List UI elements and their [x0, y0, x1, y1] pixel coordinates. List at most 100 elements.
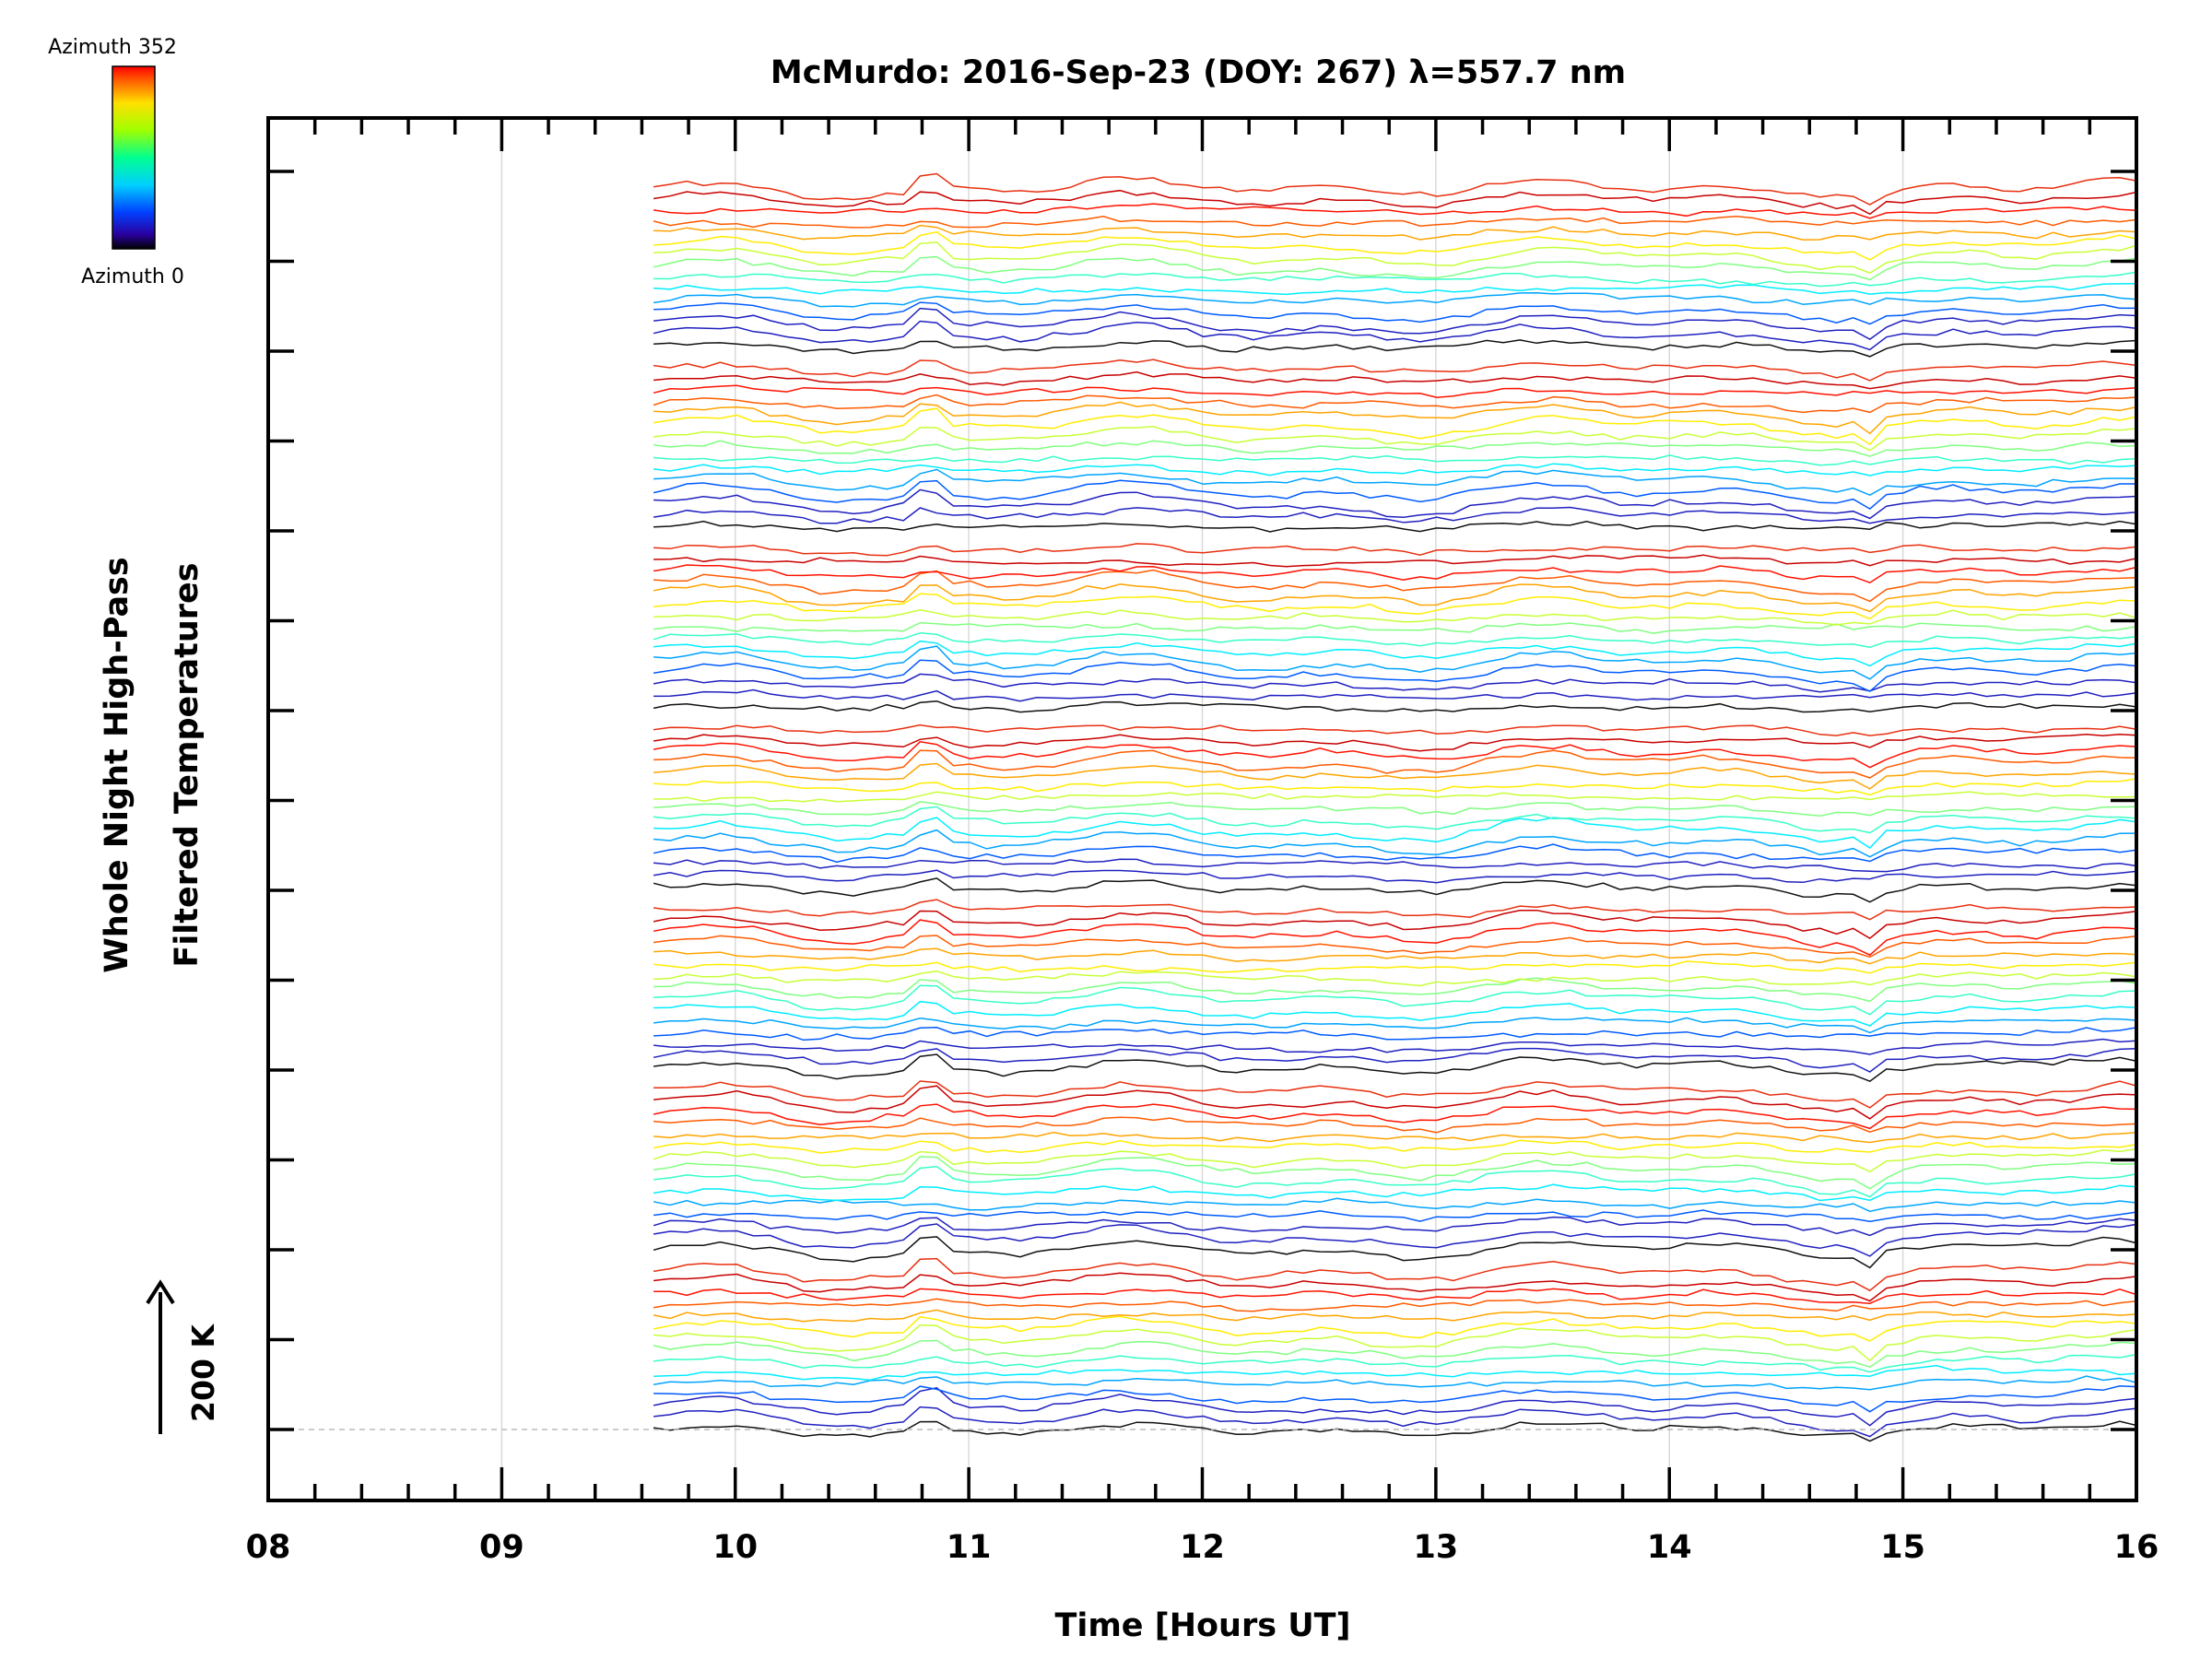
trace-line — [653, 640, 2136, 667]
trace-line — [653, 1131, 2136, 1144]
trace-line — [653, 977, 2136, 1003]
trace-line — [653, 520, 2136, 533]
x-tick-label: 11 — [947, 1529, 992, 1566]
trace-line — [653, 935, 2136, 959]
trace-line — [653, 1315, 2136, 1342]
colorbar — [112, 65, 156, 250]
trace-line — [653, 843, 2136, 864]
trace-line — [653, 829, 2136, 858]
x-tick-label: 16 — [2114, 1529, 2159, 1566]
ticks — [266, 118, 2138, 1500]
trace-line — [653, 1080, 2136, 1109]
trace-line — [653, 1165, 2136, 1198]
trace-line — [653, 271, 2136, 288]
trace-line — [653, 241, 2136, 275]
x-tick-label: 12 — [1180, 1529, 1225, 1566]
trace-line — [653, 817, 2136, 849]
trace-line — [653, 203, 2136, 219]
trace-line — [653, 401, 2136, 435]
trace-line — [653, 255, 2136, 281]
trace-line — [653, 339, 2136, 358]
trace-line — [653, 468, 2136, 497]
x-tick-label: 09 — [479, 1529, 524, 1566]
trace-line — [653, 359, 2136, 382]
trace-line — [653, 762, 2136, 790]
trace-line — [653, 1364, 2136, 1382]
trace-line — [653, 283, 2136, 296]
trace-line — [653, 224, 2136, 241]
colorbar-bottom-label: Azimuth 0 — [81, 265, 184, 288]
trace-line — [653, 688, 2136, 702]
trace-line — [653, 1223, 2136, 1257]
trace-line — [653, 1216, 2136, 1237]
trace-line — [653, 749, 2136, 779]
trace-line — [653, 479, 2136, 511]
trace-line — [653, 1406, 2136, 1438]
trace-line — [653, 673, 2136, 693]
trace-line — [653, 801, 2136, 818]
trace-line — [653, 1085, 2136, 1120]
trace-line — [653, 189, 2136, 216]
trace-line — [653, 960, 2136, 974]
trace-line — [653, 216, 2136, 229]
trace-line — [653, 1000, 2136, 1027]
trace-line — [653, 488, 2136, 520]
trace-line — [653, 1309, 2136, 1323]
trace-line — [653, 1353, 2136, 1373]
trace-line — [653, 463, 2136, 477]
trace-line — [653, 1257, 2136, 1292]
trace-line — [653, 291, 2136, 308]
trace-line — [653, 724, 2136, 736]
trace-line — [653, 1375, 2136, 1391]
trace-line — [653, 1272, 2136, 1302]
trace-line — [653, 1156, 2136, 1190]
traces — [653, 172, 2136, 1442]
trace-line — [653, 1038, 2136, 1055]
trace-line — [653, 1197, 2136, 1213]
x-axis-label: Time [Hours UT] — [1054, 1607, 1350, 1644]
trace-line — [653, 1386, 2136, 1427]
trace-line — [653, 301, 2136, 325]
trace-line — [653, 554, 2136, 568]
chart-title: McMurdo: 2016-Sep-23 (DOY: 267) λ=557.7 … — [771, 54, 1626, 91]
trace-line — [653, 970, 2136, 987]
trace-line — [653, 1147, 2136, 1173]
trace-line — [653, 320, 2136, 351]
scale-bar: 200 K — [146, 1279, 221, 1434]
trace-line — [653, 1027, 2136, 1041]
trace-line — [653, 440, 2136, 457]
trace-line — [653, 1017, 2136, 1034]
trace-line — [653, 1324, 2136, 1362]
trace-line — [653, 1047, 2136, 1073]
trace-line — [653, 407, 2136, 446]
x-tick-label: 15 — [1880, 1529, 1925, 1566]
trace-line — [653, 569, 2136, 603]
trace-line — [653, 984, 2136, 1016]
trace-line — [653, 609, 2136, 626]
x-tick-label: 10 — [712, 1529, 758, 1566]
trace-line — [653, 230, 2136, 261]
trace-line — [653, 1139, 2136, 1154]
trace-line — [653, 621, 2136, 634]
trace-line — [653, 1053, 2136, 1083]
trace-line — [653, 1298, 2136, 1312]
trace-line — [653, 564, 2136, 584]
trace-line — [653, 506, 2136, 524]
trace-line — [653, 593, 2136, 620]
trace-line — [653, 919, 2136, 957]
trace-line — [653, 700, 2136, 713]
trace-line — [653, 947, 2136, 965]
trace-line — [653, 899, 2136, 921]
colorbar-top-label: Azimuth 352 — [48, 36, 177, 59]
trace-line — [653, 806, 2136, 834]
trace-line — [653, 394, 2136, 414]
trace-line — [653, 1420, 2136, 1442]
x-tick-labels: 08 09 10 11 12 13 14 15 16 — [246, 1529, 2159, 1566]
scale-bar-arrow-head — [146, 1279, 175, 1305]
trace-line — [653, 778, 2136, 796]
trace-line — [653, 384, 2136, 398]
trace-line — [653, 1288, 2136, 1304]
trace-line — [653, 425, 2136, 452]
trace-line — [653, 1116, 2136, 1134]
